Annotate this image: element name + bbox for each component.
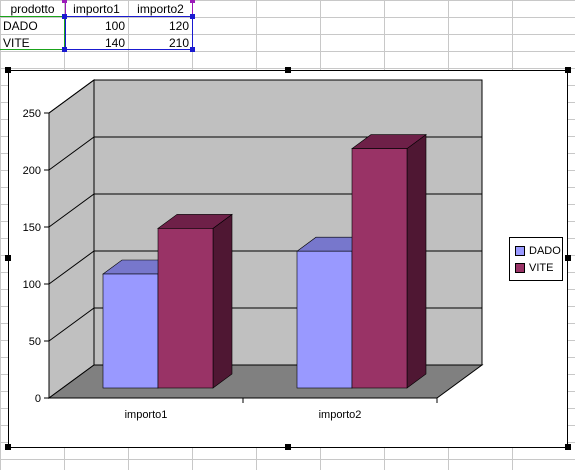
- bar-vite-importo1: [157, 213, 233, 389]
- legend-item-dado: DADO: [515, 244, 561, 258]
- embedded-chart[interactable]: 0 50 100 150 200 250 importo1 importo2 DADO VIT…: [8, 70, 568, 448]
- legend-swatch-dado: [515, 246, 525, 256]
- chart-resize-handle-left[interactable]: [5, 255, 11, 261]
- cell-row2-label[interactable]: VITE: [1, 35, 64, 51]
- chart-category-label: importo2: [319, 409, 362, 421]
- chart-legend[interactable]: DADO VITE: [509, 237, 563, 281]
- bar-front-face: [296, 250, 353, 389]
- range-handle[interactable]: [62, 0, 67, 3]
- chart-resize-handle-right[interactable]: [565, 255, 571, 261]
- range-handle[interactable]: [62, 47, 67, 52]
- legend-item-vite: VITE: [515, 261, 553, 275]
- cell-header-prodotto[interactable]: prodotto: [1, 1, 64, 17]
- cell-header-importo2[interactable]: importo2: [129, 1, 192, 17]
- chart-resize-handle-bottom-right[interactable]: [565, 444, 571, 450]
- range-handle[interactable]: [190, 14, 195, 19]
- chart-gridline: [48, 79, 482, 114]
- chart-y-tick-label: 0: [35, 393, 41, 405]
- legend-label-vite: VITE: [529, 262, 554, 274]
- chart-side-wall: [48, 79, 95, 399]
- cell-row2-importo1[interactable]: 140: [65, 35, 128, 51]
- chart-y-tick-label: 200: [23, 165, 41, 177]
- legend-swatch-vite: [515, 263, 525, 273]
- chart-resize-handle-bottom-left[interactable]: [5, 444, 11, 450]
- cell-header-importo1[interactable]: importo1: [65, 1, 128, 17]
- bar-front-face: [157, 228, 214, 389]
- cell-row1-importo1[interactable]: 100: [65, 18, 128, 34]
- cell-row1-importo2[interactable]: 120: [129, 18, 192, 34]
- chart-category-label: importo1: [125, 409, 168, 421]
- chart-resize-handle-top-left[interactable]: [5, 67, 11, 73]
- chart-resize-handle-bottom[interactable]: [285, 444, 291, 450]
- bar-side-face: [212, 213, 233, 389]
- chart-y-tick-label: 250: [23, 108, 41, 120]
- cell-row1-label[interactable]: DADO: [1, 18, 64, 34]
- range-handle[interactable]: [190, 47, 195, 52]
- bar-front-face: [351, 148, 408, 389]
- category-range-highlight: [0, 16, 65, 50]
- series-name-range-highlight: [65, 0, 193, 17]
- chart-gridline: [48, 136, 482, 171]
- legend-label-dado: DADO: [529, 245, 561, 257]
- chart-resize-handle-top[interactable]: [285, 67, 291, 73]
- chart-y-tick-label: 150: [23, 222, 41, 234]
- values-range-highlight: [65, 16, 193, 50]
- chart-resize-handle-top-right[interactable]: [565, 67, 571, 73]
- chart-y-tick-label: 100: [23, 279, 41, 291]
- range-handle[interactable]: [190, 0, 195, 3]
- bar-front-face: [102, 273, 159, 389]
- bar-side-face: [406, 134, 427, 389]
- chart-y-tick-label: 50: [29, 336, 41, 348]
- chart-plot: 0 50 100 150 200 250 importo1 importo2: [23, 79, 484, 421]
- cell-row2-importo2[interactable]: 210: [129, 35, 192, 51]
- bar-vite-importo2: [351, 134, 427, 389]
- range-handle[interactable]: [62, 14, 67, 19]
